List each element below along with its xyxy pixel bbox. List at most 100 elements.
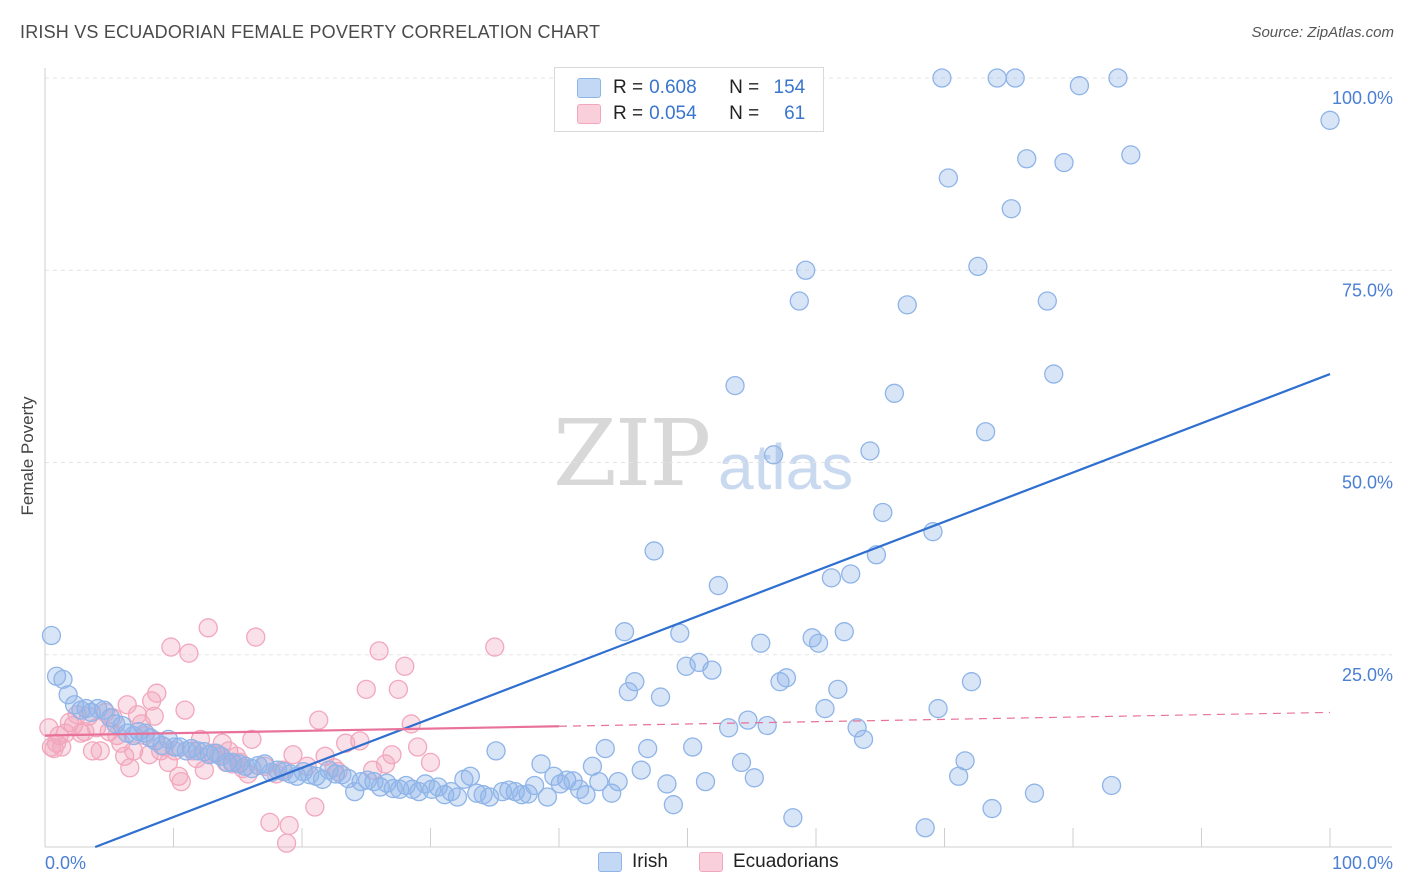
data-point-irish [1108,68,1128,88]
data-point-ecuadorian [175,700,195,720]
data-point-irish [744,768,764,788]
data-point-irish [776,668,797,688]
x-tick-label-min: 0.0% [45,853,86,873]
data-point-ecuadorian [55,723,76,743]
data-point-irish [853,729,874,749]
data-point-ecuadorian [382,745,402,765]
ecuadorian-swatch [577,104,601,124]
irish-swatch [577,78,601,98]
data-point-ecuadorian [305,797,325,817]
data-point-irish [94,700,114,720]
data-point-irish [589,771,609,792]
data-point-irish [897,295,917,315]
data-point-ecuadorian [420,752,441,773]
ecuadorian-trend-extension [558,711,1331,727]
data-point-irish [1037,291,1057,311]
data-point-irish [1001,199,1021,219]
data-point-irish [531,754,551,774]
data-point-irish [614,622,635,642]
data-point-irish [58,685,78,705]
r-label: R = [613,77,644,98]
data-point-irish [938,168,959,188]
data-point-ecuadorian [242,729,262,749]
data-point-irish [718,718,739,738]
source-note: Source: ZipAtlas.com [1251,24,1394,41]
data-point-irish [460,766,480,786]
trend-lines [44,373,1331,849]
n-value: 61 [784,103,806,124]
irish-legend-swatch [598,852,622,872]
n-label: N = [729,77,760,98]
n-label: N = [729,103,760,124]
data-point-irish [860,441,880,461]
data-point-irish [932,68,952,88]
data-point-ecuadorian [356,679,376,700]
data-point-irish [602,783,622,803]
irish-trend-line [94,373,1331,849]
data-point-irish [763,445,784,465]
data-point-ecuadorian [179,643,199,663]
data-point-irish [961,672,982,692]
data-point-irish [695,771,716,792]
data-point-irish [751,633,771,653]
data-point-irish [834,622,854,642]
data-point-irish [663,795,684,815]
data-point-irish [576,785,596,805]
legend-item-irish: Irish [598,851,668,873]
data-point-irish [808,633,829,653]
data-point-irish [821,568,842,588]
data-point-irish [638,738,658,759]
correlation-legend: R = 0.608 N = 154 R = 0.054 N = 61 [554,67,824,132]
data-point-irish [129,722,149,742]
data-point-irish [608,771,628,792]
data-point-irish [53,669,73,690]
data-point-irish [841,564,861,584]
y-tick-label: 100.0% [1332,88,1393,108]
data-point-ecuadorian [161,637,181,657]
data-point-irish [968,256,988,277]
data-point-irish [670,623,690,643]
data-point-ecuadorian [309,710,329,730]
data-point-irish [975,422,996,442]
watermark-zip: ZIP [553,400,711,507]
data-point-ecuadorian [350,731,370,751]
data-point-ecuadorian [246,627,266,647]
data-point-irish [682,737,703,757]
data-point-ecuadorian [198,618,218,638]
data-point-irish [447,787,468,807]
data-point-irish [537,787,558,807]
data-point-irish [828,679,848,700]
data-point-irish [873,502,893,523]
data-point-irish [757,715,777,736]
data-point-ecuadorian [117,695,137,715]
tick-labels: 25.0% 50.0% 75.0% 100.0% 0.0% 100.0% [45,88,1393,873]
data-point-irish [987,68,1007,88]
n-value: 154 [773,77,806,98]
data-point-irish [644,541,664,561]
data-point-irish [1101,775,1122,796]
data-point-ecuadorian [279,815,299,836]
data-point-irish [618,682,639,702]
data-point-irish [1017,149,1037,169]
data-point-irish [884,383,905,403]
data-point-ecuadorian [407,737,428,757]
data-point-ecuadorian [171,771,191,792]
data-point-irish [650,687,671,707]
data-point-irish [625,672,645,692]
data-point-irish [1320,110,1340,130]
data-point-ecuadorian [82,741,103,761]
r-value: 0.054 [649,103,697,124]
data-point-ecuadorian [388,679,409,700]
data-point-irish [847,718,867,738]
data-point-irish [783,808,803,828]
ecuadorian-points [39,618,505,853]
data-point-irish [928,698,948,719]
y-tick-label: 75.0% [1342,280,1393,300]
data-point-ecuadorian [260,812,280,833]
data-point-irish [955,751,975,771]
data-point-ecuadorian [283,745,303,765]
data-point-irish [524,775,545,796]
legend-label-ecuadorians: Ecuadorians [733,851,839,872]
ecuadorian-trend-line [44,725,560,737]
